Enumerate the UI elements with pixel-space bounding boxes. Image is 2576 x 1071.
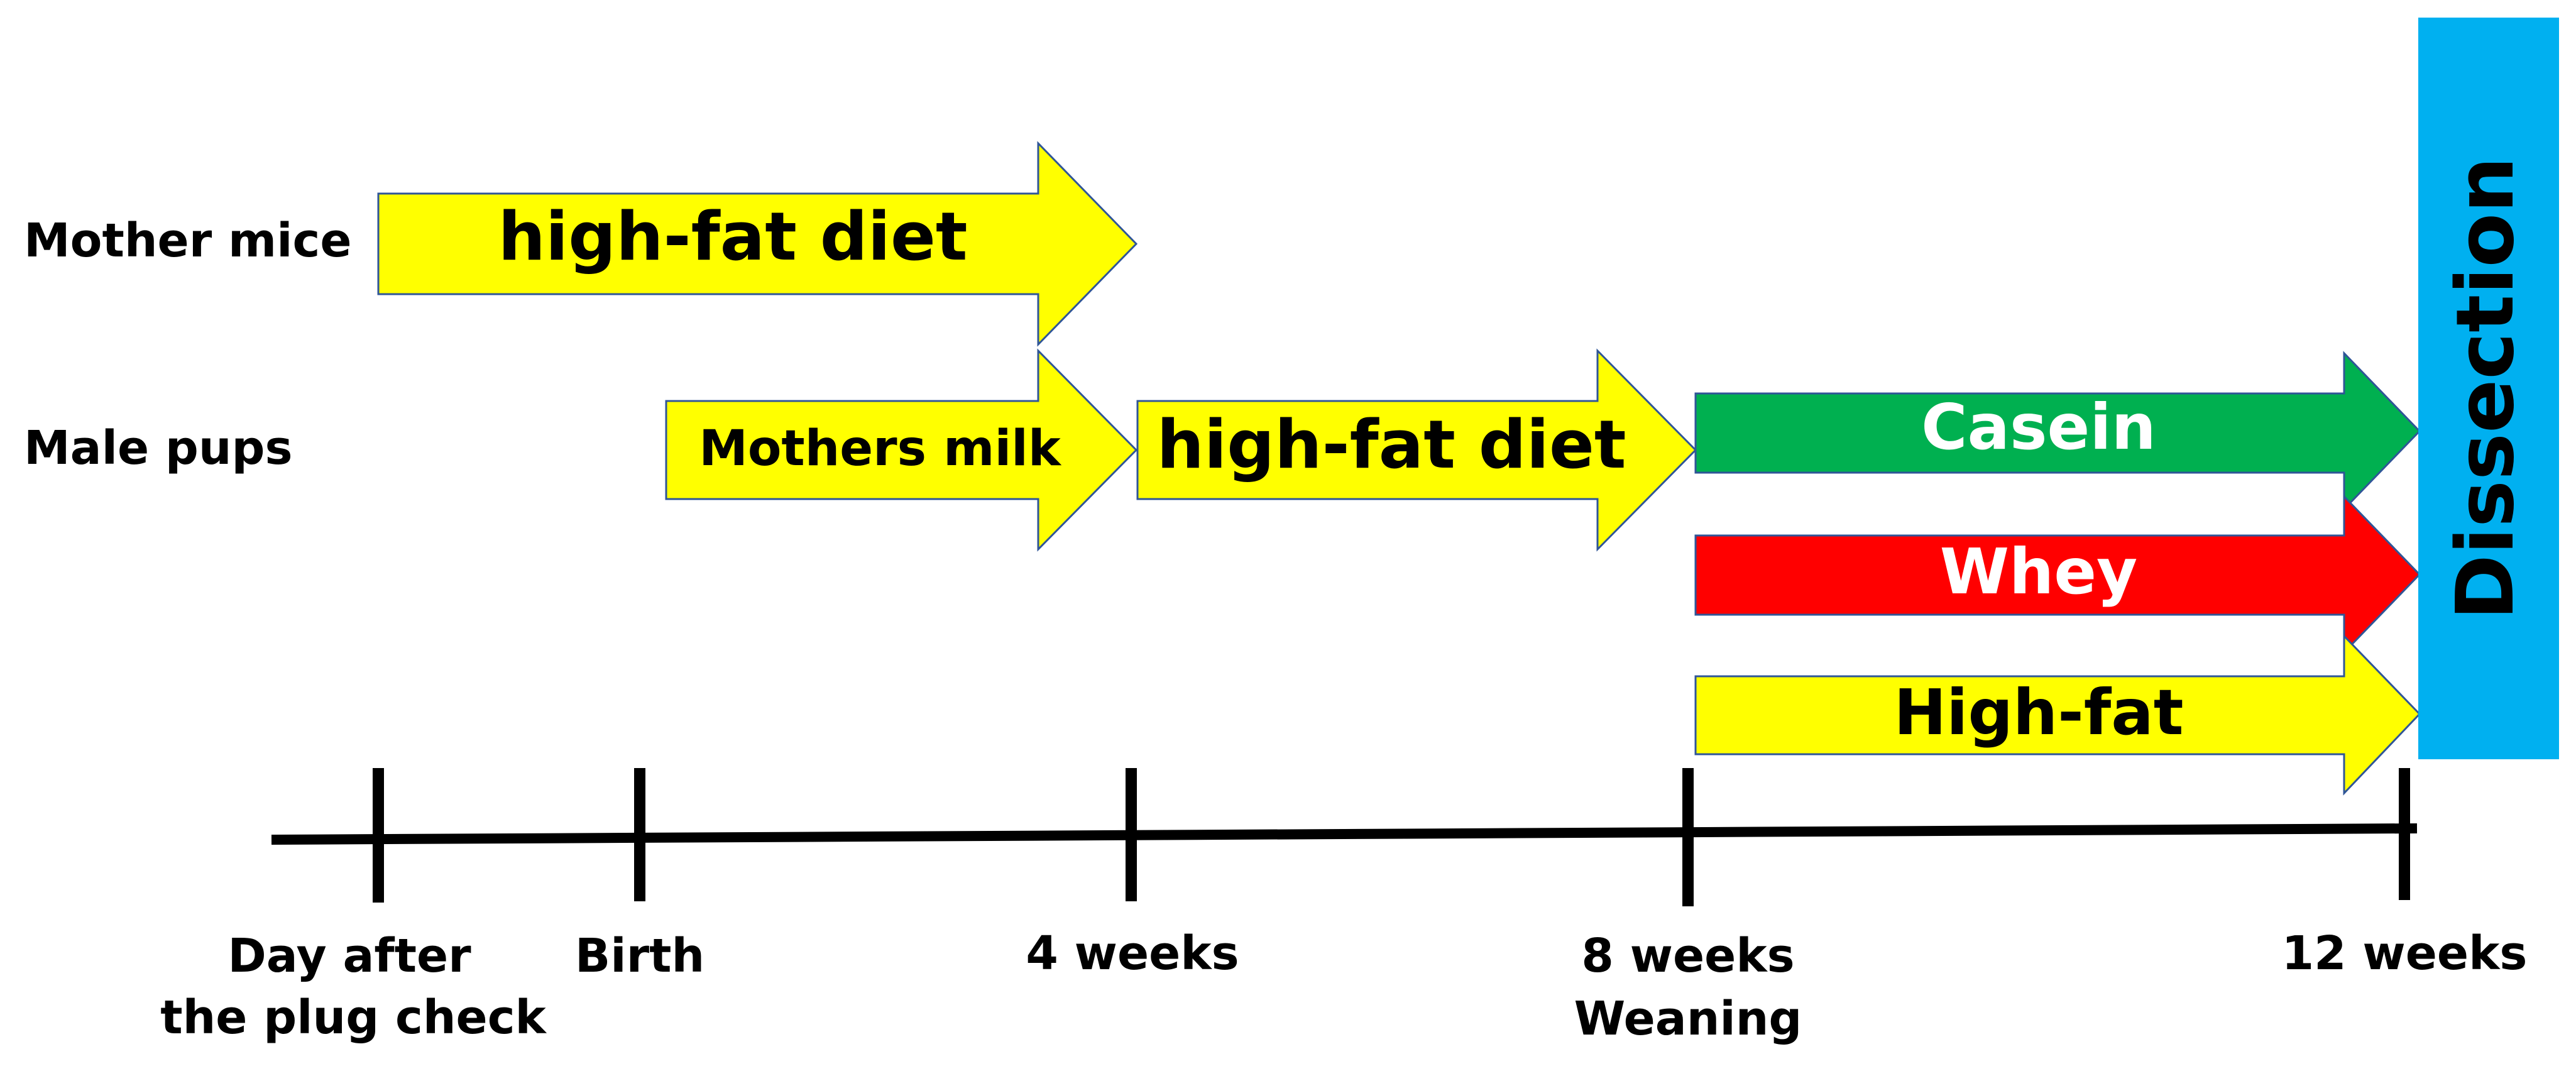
arrow-label-whey: Whey [1940, 535, 2138, 608]
arrow-high-fat: High-fat [1694, 634, 2421, 796]
arrow-whey: Whey [1694, 494, 2421, 655]
tick-label-day-after: Day after [227, 929, 471, 983]
arrow-label-mothers-milk: Mothers milk [699, 420, 1062, 477]
tick-label-12-weeks: 12 weeks [2282, 926, 2528, 980]
arrow-casein: Casein [1694, 351, 2421, 512]
tick-label-4-weeks: 4 weeks [1026, 926, 1239, 980]
tick-label-8-weeks: 8 weeks [1581, 929, 1794, 983]
arrow-label-mother-high-fat-diet: high-fat diet [498, 198, 967, 275]
dissection-label: Dissection [2439, 157, 2531, 620]
row-label-mother-mice: Mother mice [24, 214, 352, 268]
arrow-label-high-fat: High-fat [1894, 676, 2183, 749]
arrow-mothers-milk: Mothers milk [665, 348, 1138, 552]
arrow-mother-high-fat-diet: high-fat diet [377, 141, 1138, 347]
dissection-bar: Dissection [2418, 18, 2559, 759]
timeline-labels: Day after the plug check Birth 4 weeks 8… [160, 926, 2527, 1046]
row-label-male-pups: Male pups [24, 421, 293, 475]
tick-label-weaning: Weaning [1574, 992, 1802, 1046]
arrow-label-casein: Casein [1921, 390, 2156, 464]
tick-label-birth: Birth [575, 929, 704, 983]
arrow-pup-high-fat-diet: high-fat diet [1136, 348, 1697, 552]
timeline-axis [271, 768, 2418, 906]
arrow-label-pup-high-fat-diet: high-fat diet [1156, 406, 1626, 483]
tick-label-plug-check: the plug check [160, 991, 547, 1045]
